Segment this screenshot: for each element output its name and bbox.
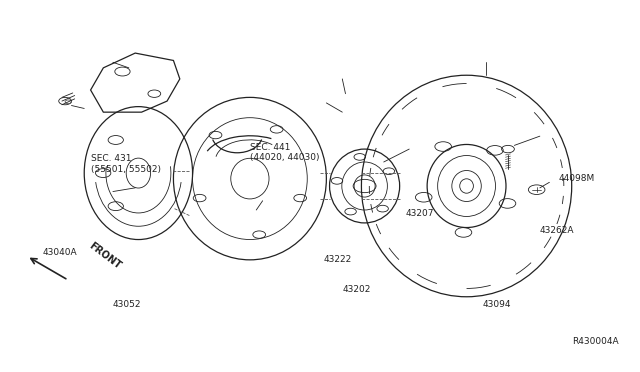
Text: 43262A: 43262A xyxy=(540,226,574,235)
Text: 43052: 43052 xyxy=(113,300,141,309)
Text: 44098M: 44098M xyxy=(559,174,595,183)
Text: 43040A: 43040A xyxy=(43,248,77,257)
Text: 43222: 43222 xyxy=(323,255,351,264)
Text: SEC. 431
(55501, 55502): SEC. 431 (55501, 55502) xyxy=(91,154,161,174)
Text: R430004A: R430004A xyxy=(572,337,618,346)
Text: FRONT: FRONT xyxy=(88,241,123,271)
Text: 43207: 43207 xyxy=(406,209,435,218)
Text: 43094: 43094 xyxy=(483,300,511,309)
Text: 43202: 43202 xyxy=(342,285,371,294)
Text: SEC. 441
(44020, 44030): SEC. 441 (44020, 44030) xyxy=(250,143,319,163)
